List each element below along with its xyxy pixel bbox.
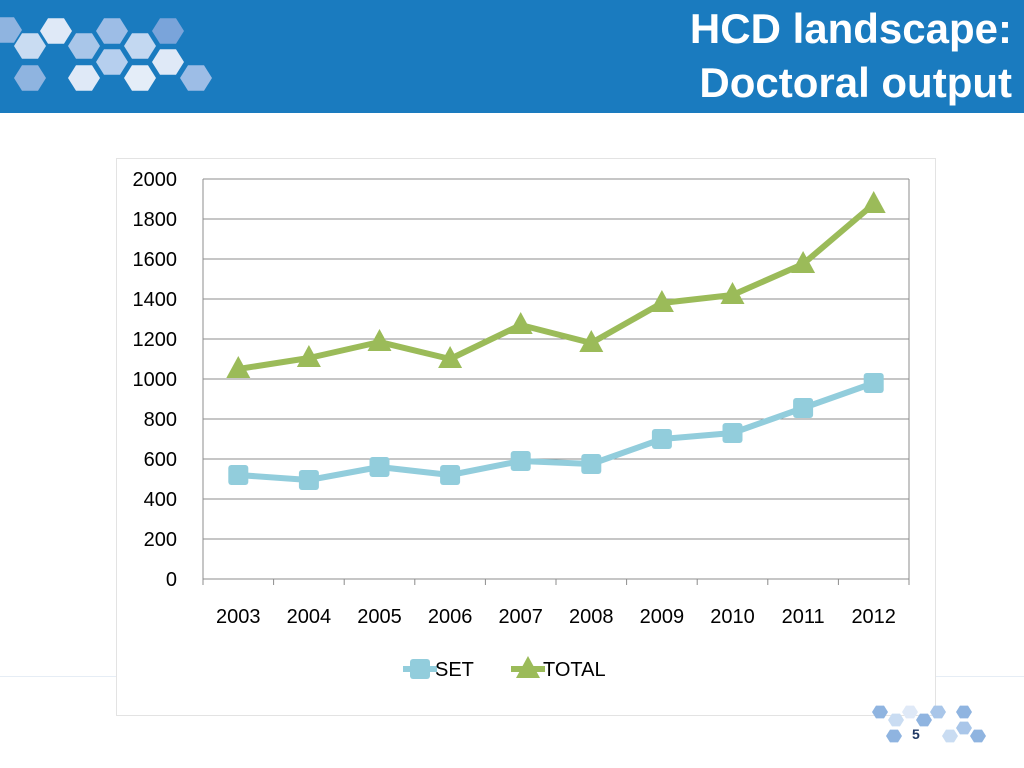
hexagon-shape xyxy=(942,729,958,743)
y-tick-label: 0 xyxy=(166,569,177,591)
y-tick-label: 800 xyxy=(144,409,177,431)
legend-label: TOTAL xyxy=(543,659,606,681)
data-point-set xyxy=(793,398,814,418)
hexagon-shape xyxy=(96,49,128,75)
data-point-set xyxy=(863,373,884,393)
y-tick-label: 400 xyxy=(144,489,177,511)
data-point-total xyxy=(508,312,533,334)
hexagon-shape xyxy=(888,713,904,727)
data-point-total xyxy=(720,282,745,304)
x-tick-label: 2009 xyxy=(640,606,685,628)
data-point-total xyxy=(579,330,604,352)
data-point-set xyxy=(722,423,743,443)
data-point-set xyxy=(228,465,249,485)
x-tick-label: 2006 xyxy=(428,606,473,628)
series-line-set xyxy=(238,380,875,483)
hexagon-pattern-icon xyxy=(0,17,212,91)
hexagon-shape xyxy=(956,705,972,719)
hexagon-shape xyxy=(152,18,184,44)
hexagon-shape xyxy=(68,33,100,59)
data-point-total xyxy=(791,251,816,273)
x-tick-label: 2012 xyxy=(851,606,896,628)
title-line-2: Doctoral output xyxy=(699,59,1012,106)
data-point-set xyxy=(369,457,390,477)
hexagon-shape xyxy=(124,65,156,91)
y-tick-label: 1400 xyxy=(133,289,178,311)
data-point-set xyxy=(440,465,461,485)
hexagon-shape xyxy=(916,713,932,727)
data-point-total xyxy=(861,191,886,213)
title-line-1: HCD landscape: xyxy=(689,5,1012,52)
hexagon-shape xyxy=(0,17,22,43)
y-tick-label: 200 xyxy=(144,529,177,551)
slide-header: HCD landscape: Doctoral output xyxy=(0,0,1024,113)
y-tick-label: 1000 xyxy=(133,369,178,391)
legend-marker-total xyxy=(516,656,540,678)
x-tick-label: 2004 xyxy=(287,606,332,628)
x-tick-label: 2008 xyxy=(569,606,614,628)
legend-label: SET xyxy=(435,659,474,681)
line-chart: 0 200 400 600 800 1000 1200 1400 1600 1800 2000 200… xyxy=(133,169,910,681)
hexagon-shape xyxy=(886,729,902,743)
legend-marker-set xyxy=(410,659,430,679)
y-tick-label: 1200 xyxy=(133,329,178,351)
hexagon-shape xyxy=(152,49,184,75)
hexagon-shape xyxy=(124,33,156,59)
hexagon-shape xyxy=(14,65,46,91)
footer-hexagon-icon xyxy=(872,705,986,743)
x-tick-label: 2007 xyxy=(498,606,543,628)
data-point-total xyxy=(649,290,674,312)
y-tick-label: 1800 xyxy=(133,209,178,231)
data-point-set xyxy=(510,451,531,471)
hexagon-shape xyxy=(40,18,72,44)
data-point-total xyxy=(367,329,392,351)
y-tick-label: 1600 xyxy=(133,249,178,271)
data-point-total xyxy=(438,346,463,368)
data-point-set xyxy=(581,454,602,474)
hexagon-shape xyxy=(930,705,946,719)
hexagon-shape xyxy=(902,705,918,719)
slide-title: HCD landscape: Doctoral output xyxy=(690,2,1012,110)
x-tick-label: 2010 xyxy=(710,606,755,628)
page-number: 5 xyxy=(912,726,920,742)
hexagon-shape xyxy=(68,65,100,91)
hexagon-shape xyxy=(956,721,972,735)
x-tick-label: 2011 xyxy=(782,606,825,628)
chart-area: 0 200 400 600 800 1000 1200 1400 1600 1800 2000 200… xyxy=(116,158,936,716)
x-tick-label: 2003 xyxy=(216,606,260,628)
x-tick-label: 2005 xyxy=(357,606,402,628)
y-tick-label: 2000 xyxy=(133,169,178,191)
data-point-total xyxy=(226,356,251,378)
data-point-total xyxy=(296,345,321,367)
data-point-set xyxy=(298,470,319,490)
data-point-set xyxy=(651,429,672,449)
hexagon-shape xyxy=(96,18,128,44)
hexagon-shape xyxy=(970,729,986,743)
series-line-total xyxy=(237,201,876,372)
y-tick-label: 600 xyxy=(144,449,177,471)
hexagon-shape xyxy=(872,705,888,719)
hexagon-shape xyxy=(180,65,212,91)
hexagon-shape xyxy=(14,33,46,59)
